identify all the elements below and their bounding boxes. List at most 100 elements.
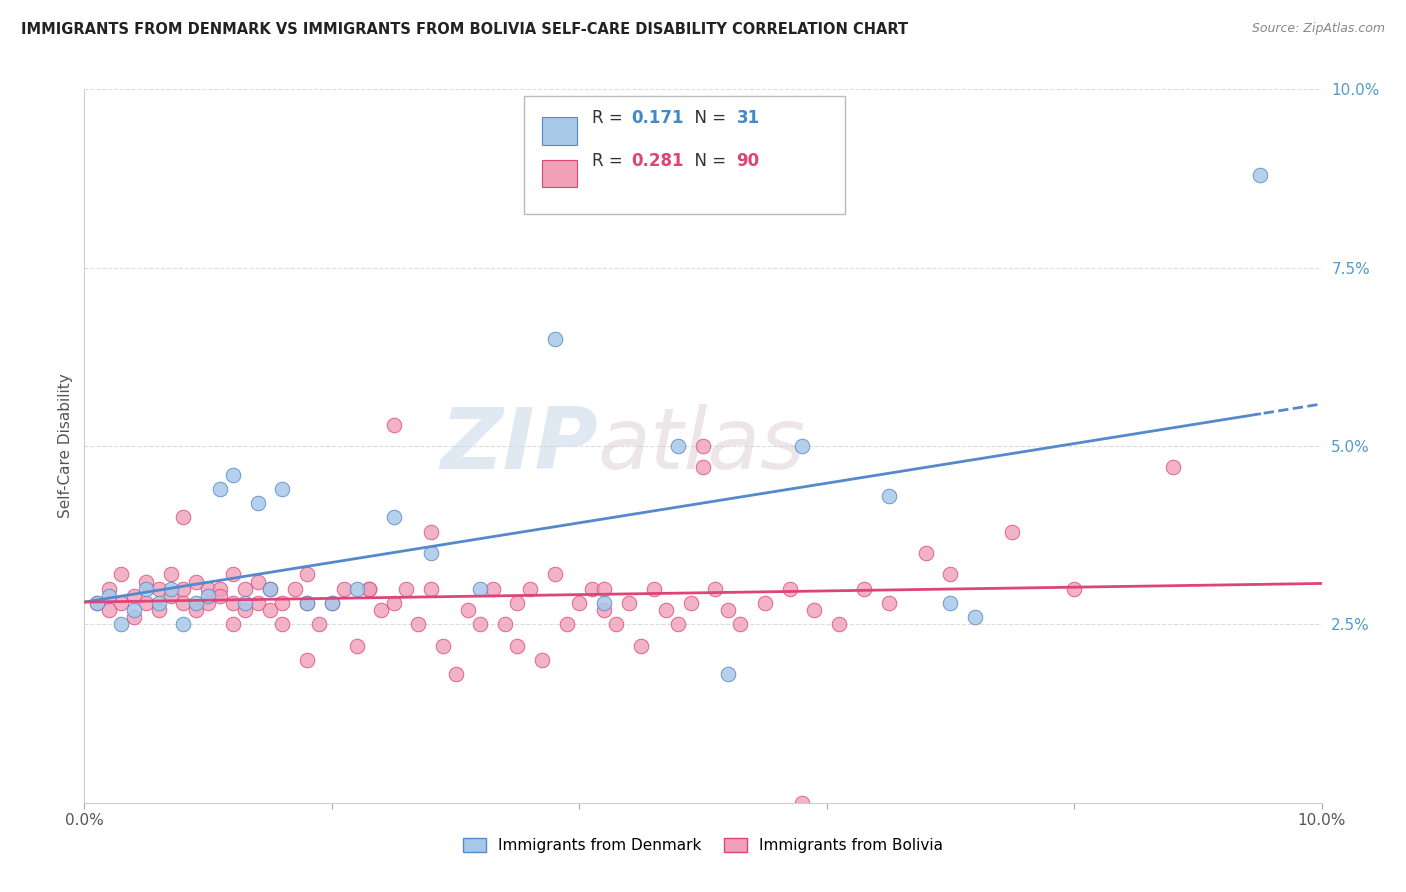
Point (852, 582, 875, 596)
Point (271, 596, 294, 610)
Point (86, 596, 108, 610)
FancyBboxPatch shape (523, 96, 845, 214)
Point (939, 567, 962, 582)
Point (172, 582, 194, 596)
Text: R =: R = (592, 152, 627, 169)
Text: 0.171: 0.171 (631, 109, 683, 127)
Point (98, 582, 121, 596)
Text: 0.281: 0.281 (631, 152, 683, 169)
Point (209, 589, 232, 603)
Point (481, 582, 503, 596)
Point (295, 653, 318, 667)
Text: N =: N = (685, 109, 731, 127)
Point (704, 582, 727, 596)
Point (692, 439, 714, 453)
Point (172, 617, 194, 632)
Point (779, 582, 801, 596)
Point (457, 603, 479, 617)
Point (184, 603, 207, 617)
Point (246, 596, 269, 610)
Point (717, 667, 740, 681)
Point (246, 574, 269, 589)
Point (914, 546, 936, 560)
Point (110, 567, 132, 582)
Point (148, 596, 170, 610)
Point (593, 582, 616, 596)
Point (271, 482, 294, 496)
Point (790, 796, 813, 810)
Point (259, 582, 281, 596)
Point (692, 460, 714, 475)
Point (382, 417, 405, 432)
Point (630, 639, 652, 653)
Point (444, 667, 467, 681)
Point (593, 596, 616, 610)
Point (209, 582, 232, 596)
Point (506, 596, 529, 610)
Point (346, 582, 368, 596)
Point (531, 653, 554, 667)
Point (754, 596, 776, 610)
Point (1161, 460, 1184, 475)
Point (877, 489, 900, 503)
Text: R =: R = (592, 109, 627, 127)
Point (643, 582, 665, 596)
Point (790, 439, 813, 453)
Text: N =: N = (685, 152, 731, 169)
Point (519, 582, 541, 596)
Point (432, 639, 454, 653)
Point (617, 596, 640, 610)
Point (543, 332, 565, 346)
Point (110, 596, 132, 610)
Point (470, 582, 492, 596)
Point (555, 617, 578, 632)
Point (209, 482, 232, 496)
Point (148, 582, 170, 596)
Text: atlas: atlas (598, 404, 806, 488)
Point (295, 567, 318, 582)
Point (346, 639, 368, 653)
Point (308, 617, 330, 632)
Point (135, 582, 157, 596)
Point (233, 603, 256, 617)
Point (259, 582, 281, 596)
Point (1249, 168, 1271, 182)
Text: Source: ZipAtlas.com: Source: ZipAtlas.com (1251, 22, 1385, 36)
Point (357, 582, 380, 596)
Point (160, 567, 183, 582)
Point (321, 596, 343, 610)
Point (148, 603, 170, 617)
Point (135, 574, 157, 589)
Point (98, 589, 121, 603)
Point (321, 596, 343, 610)
Point (122, 589, 145, 603)
Point (284, 582, 307, 596)
Point (259, 603, 281, 617)
Point (122, 610, 145, 624)
Point (184, 596, 207, 610)
Point (1001, 524, 1024, 539)
Point (197, 582, 219, 596)
Point (135, 596, 157, 610)
Text: IMMIGRANTS FROM DENMARK VS IMMIGRANTS FROM BOLIVIA SELF-CARE DISABILITY CORRELAT: IMMIGRANTS FROM DENMARK VS IMMIGRANTS FR… (21, 22, 908, 37)
Point (494, 617, 516, 632)
Point (246, 496, 269, 510)
Text: 31: 31 (737, 109, 759, 127)
Point (728, 617, 751, 632)
Point (382, 510, 405, 524)
Point (222, 467, 245, 482)
Point (357, 582, 380, 596)
Point (419, 546, 441, 560)
Point (222, 596, 245, 610)
Point (395, 582, 418, 596)
Point (233, 582, 256, 596)
Point (110, 617, 132, 632)
Point (1063, 582, 1085, 596)
Point (160, 582, 183, 596)
Point (605, 617, 627, 632)
FancyBboxPatch shape (543, 117, 576, 145)
Point (271, 617, 294, 632)
Point (506, 639, 529, 653)
Point (172, 596, 194, 610)
Point (568, 596, 591, 610)
